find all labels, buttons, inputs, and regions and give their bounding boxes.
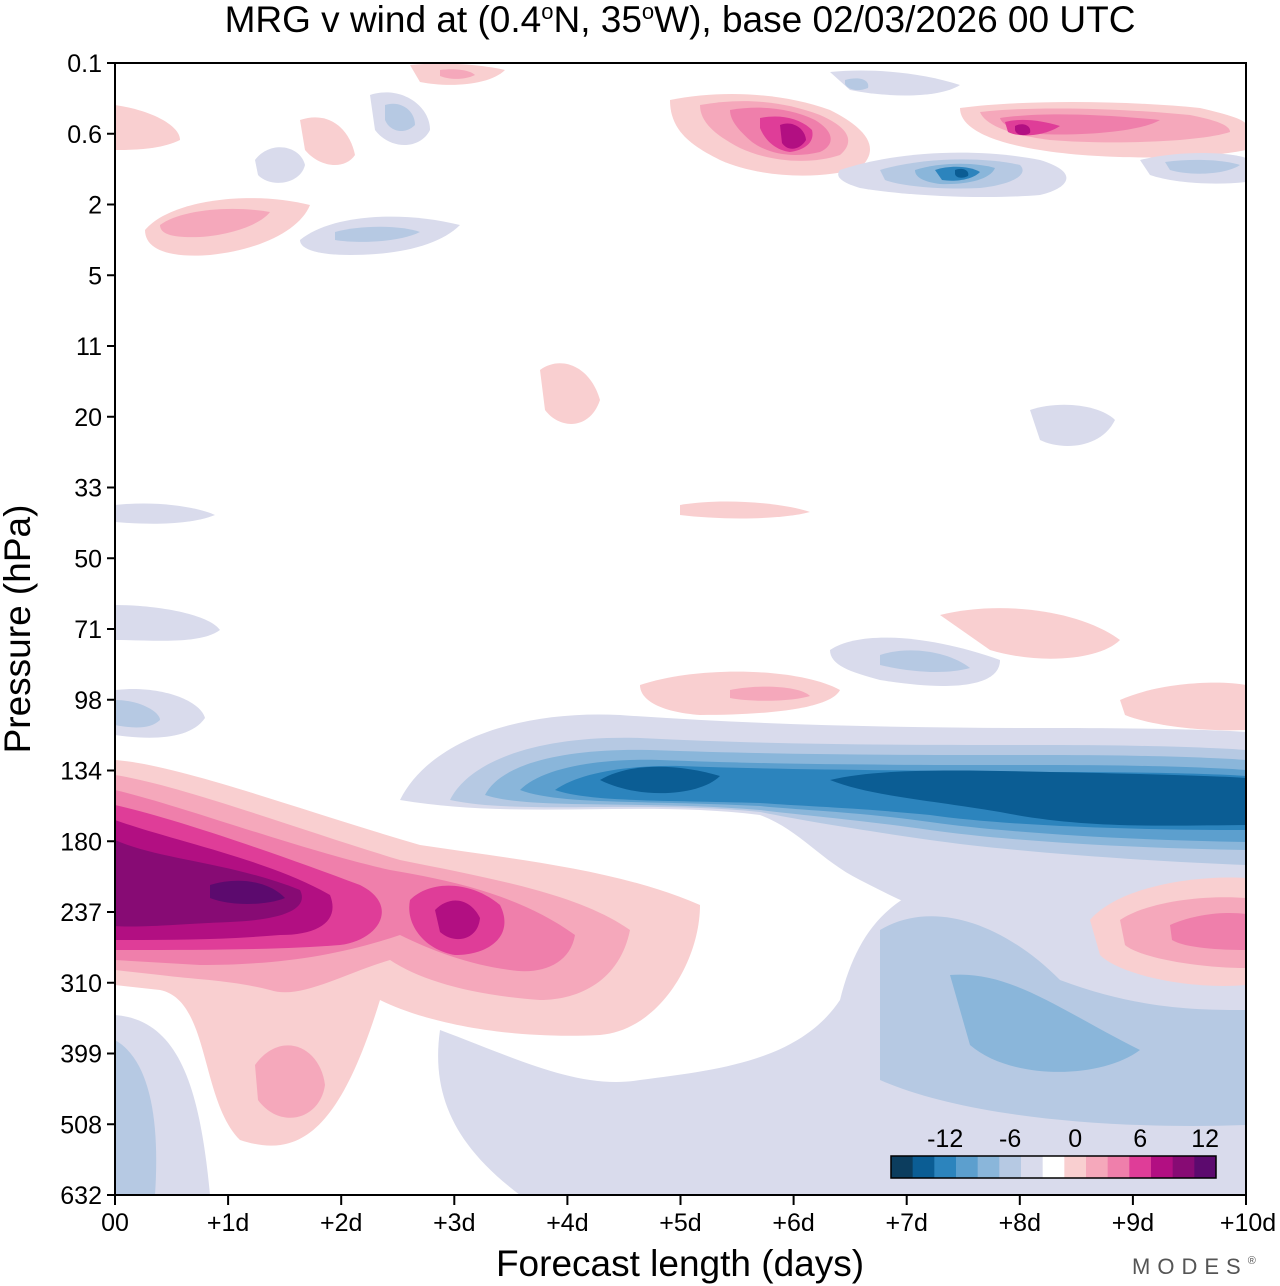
y-tick-label: 508 [60, 1111, 102, 1139]
contour-neg-20 [1030, 404, 1115, 446]
y-tick-label: 632 [60, 1182, 102, 1210]
colorbar-tick-label: 12 [1191, 1125, 1219, 1153]
contour-neg-1p2-right-core [955, 168, 969, 178]
colorbar-swatch [1064, 1156, 1087, 1178]
contour-pos-top-b [440, 69, 475, 79]
y-axis-label: Pressure (hPa) [0, 505, 38, 754]
y-tick-label: 71 [74, 616, 102, 644]
y-tick-label: 50 [74, 545, 102, 573]
contour-pos-0p6-mid [300, 117, 355, 166]
x-tick-label: +7d [885, 1209, 927, 1237]
x-axis-label: Forecast length (days) [496, 1243, 864, 1284]
contour-neg-33-left [115, 503, 215, 524]
y-tick-label: 2 [88, 192, 102, 220]
x-tick-label: +8d [999, 1209, 1041, 1237]
contour-pos-jet-low [255, 1045, 325, 1118]
colorbar-swatch [1086, 1156, 1109, 1178]
contour-pos-jet-6 [115, 840, 302, 927]
colorbar-swatch [1151, 1156, 1174, 1178]
colorbar-swatch [891, 1156, 914, 1178]
x-tick-label: +5d [659, 1209, 701, 1237]
colorbar-swatch [1129, 1156, 1152, 1178]
contour-pos-98-right [1120, 682, 1246, 731]
y-tick-label: 0.6 [67, 121, 102, 149]
colorbar-tick-label: 6 [1133, 1125, 1147, 1153]
contour-pos-98b [730, 686, 810, 701]
y-tick-label: 11 [76, 333, 102, 361]
colorbar-swatch [1172, 1156, 1195, 1178]
y-tick-label: 310 [60, 970, 102, 998]
contour-pos-0p6-left [115, 105, 180, 150]
y-tick-label: 33 [74, 475, 102, 503]
colorbar-swatch [1107, 1156, 1130, 1178]
contour-neg-1p2-right-far-b [1165, 159, 1240, 174]
y-tick-label: 237 [60, 899, 102, 927]
contour-neg-top-right-b [845, 78, 869, 91]
contour-pos-upper-left-2 [160, 208, 270, 238]
y-axis: 0.1 0.6 2 5 11 20 33 50 71 98 134 180 237 310 399 508 63… [60, 50, 115, 1210]
colorbar-tick-label: 0 [1068, 1125, 1082, 1153]
colorbar-swatch [934, 1156, 957, 1178]
x-tick-label: 00 [101, 1209, 129, 1237]
contour-neg-lowlevel-3 [950, 974, 1140, 1072]
contour-neg-jet-core-a [600, 766, 720, 794]
contour-pos-71 [940, 608, 1120, 659]
colorbar: -12 -6 0 6 12 [890, 1125, 1219, 1179]
colorbar-swatch [956, 1156, 979, 1178]
x-tick-label: +2d [320, 1209, 362, 1237]
contour-neg-jet-core-b [830, 770, 1246, 826]
y-tick-label: 180 [60, 828, 102, 856]
contour-pos-0p6-right-core [1015, 124, 1031, 136]
y-tick-label: 20 [74, 404, 102, 432]
contour-neg-71-left [115, 605, 220, 641]
x-tick-label: +9d [1112, 1209, 1154, 1237]
y-tick-label: 134 [60, 758, 102, 786]
colorbar-swatch [1042, 1156, 1065, 1178]
x-tick-label: +10d [1220, 1209, 1276, 1237]
chart-title: MRG v wind at (0.4oN, 35oW), base 02/03/… [225, 0, 1136, 40]
contour-neg-upper-left-b [335, 226, 420, 242]
y-tick-label: 5 [88, 262, 102, 290]
colorbar-swatch [999, 1156, 1022, 1178]
y-tick-label: 399 [60, 1041, 102, 1069]
x-axis: 00 +1d +2d +3d +4d +5d +6d +7d +8d +9d +10d [101, 1195, 1276, 1237]
contour-neg-1p2 [255, 147, 305, 183]
colorbar-swatch [1021, 1156, 1044, 1178]
x-tick-label: +6d [772, 1209, 814, 1237]
y-tick-label: 0.1 [67, 50, 102, 78]
y-tick-label: 98 [74, 687, 102, 715]
contour-pos-20 [540, 363, 600, 424]
colorbar-tick-label: -12 [927, 1125, 963, 1153]
modes-logo: MODES® [1132, 1254, 1256, 1279]
x-tick-label: +4d [546, 1209, 588, 1237]
contour-pos-right-3 [1170, 913, 1246, 950]
contour-pos-0p6-core [780, 123, 806, 149]
contour-neg-98-left-b [115, 700, 160, 728]
contour-neg-lowlevel-left [115, 1040, 157, 1195]
contour-neg-0p6-mid-b [385, 103, 415, 132]
contour-pos-33 [680, 501, 810, 519]
x-tick-label: +1d [207, 1209, 249, 1237]
x-tick-label: +3d [433, 1209, 475, 1237]
colorbar-swatch [912, 1156, 935, 1178]
colorbar-swatch [1194, 1156, 1217, 1178]
colorbar-frame [890, 1155, 1217, 1179]
contour-field [115, 63, 1246, 1195]
colorbar-tick-label: -6 [999, 1125, 1021, 1153]
contour-pos-jet-5b [435, 900, 480, 940]
contour-neg-71b [880, 650, 970, 672]
colorbar-swatch [977, 1156, 1000, 1178]
contour-pos-jet-core [210, 880, 285, 904]
